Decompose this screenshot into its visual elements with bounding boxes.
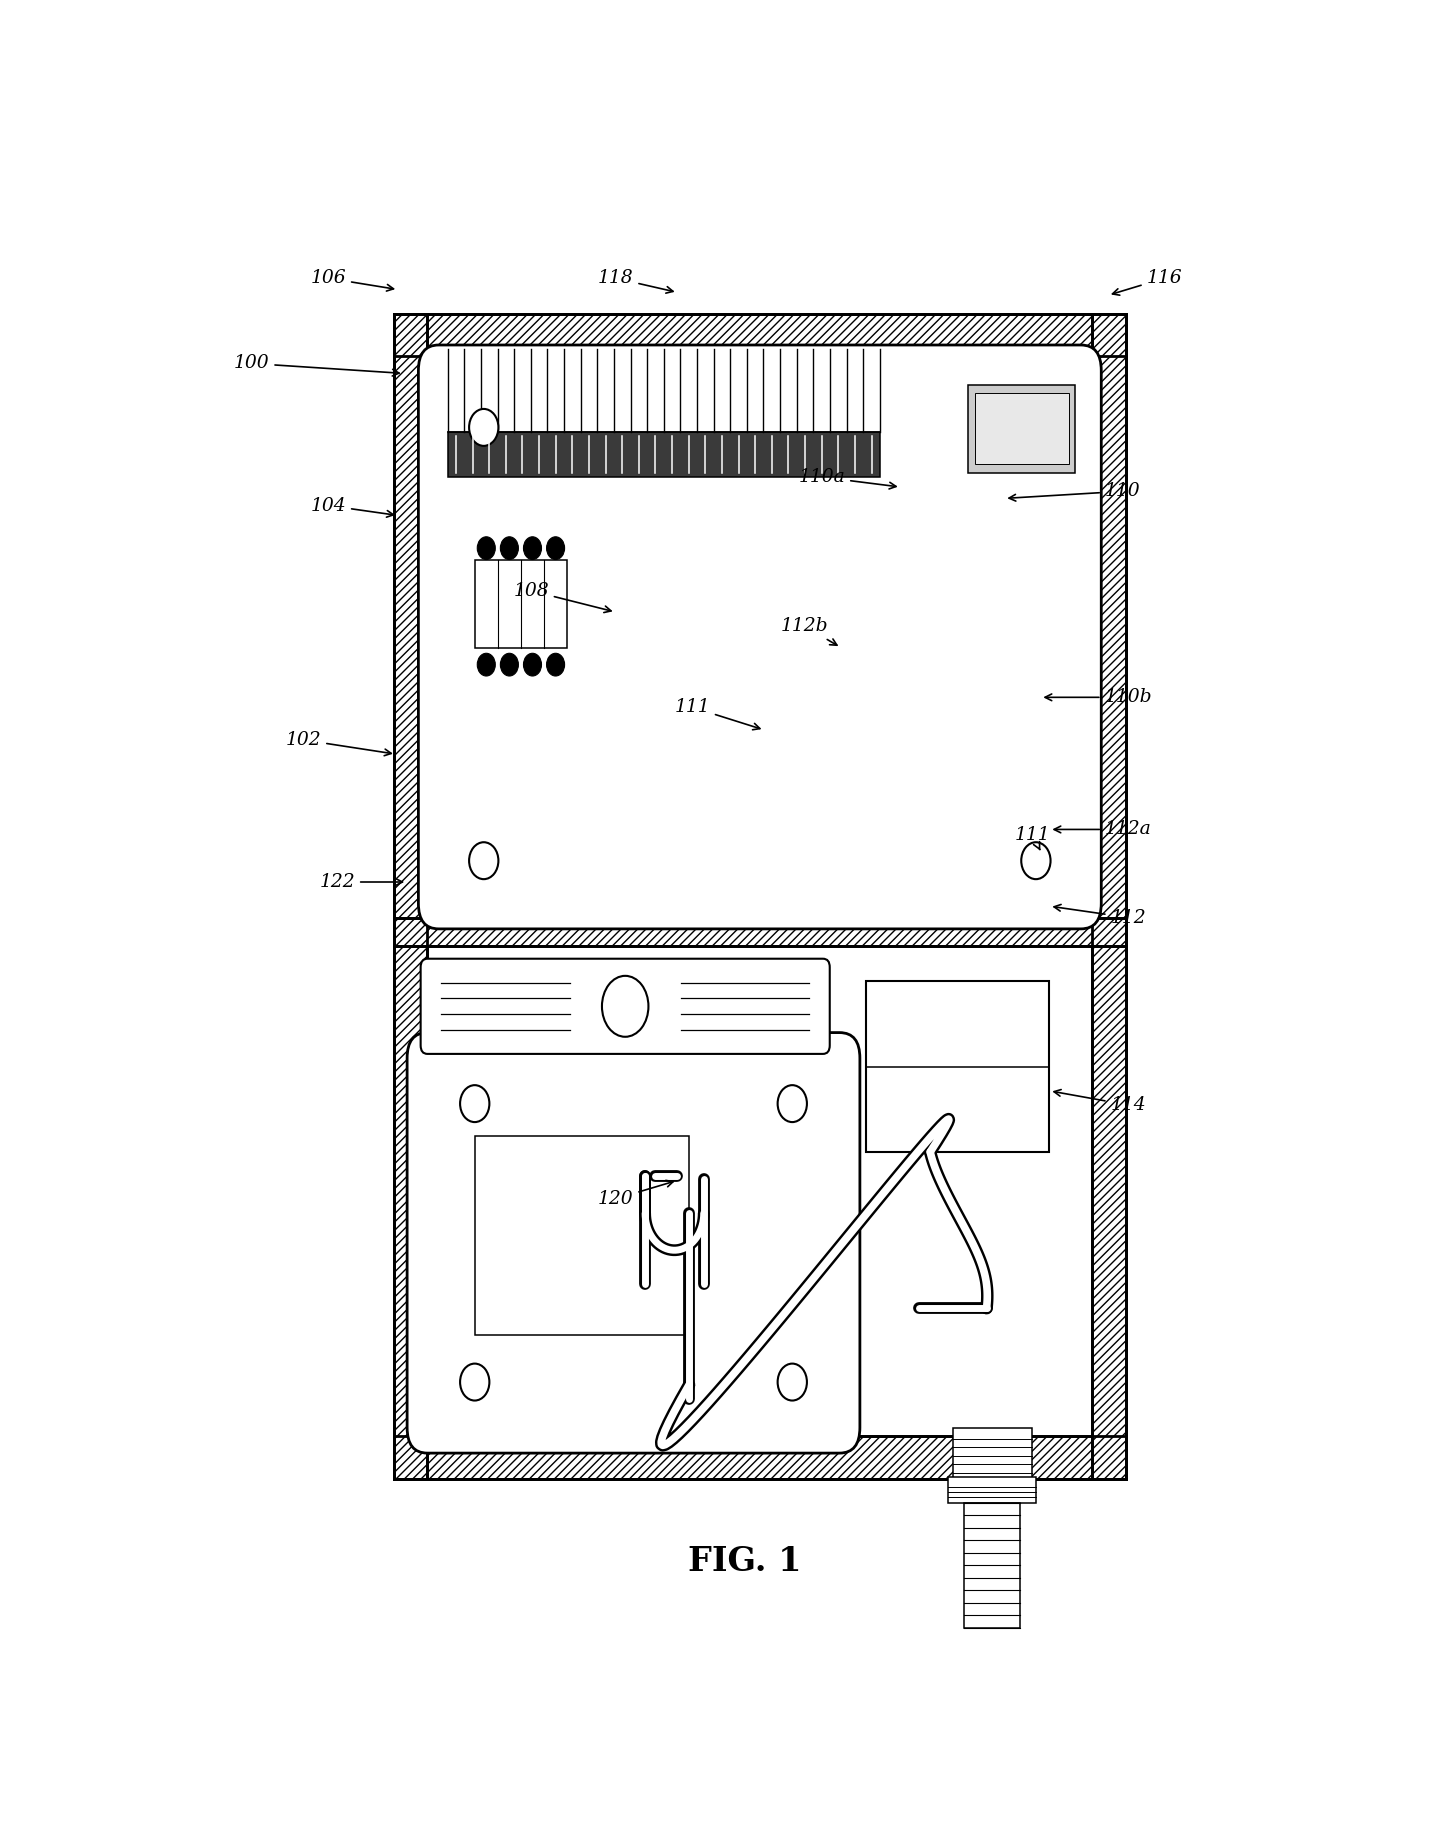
Ellipse shape	[602, 976, 648, 1037]
Bar	[976, 393, 1069, 465]
Bar	[448, 432, 880, 478]
Text: 116: 116	[1112, 269, 1182, 295]
Bar	[474, 1137, 689, 1336]
Text: 118: 118	[598, 269, 673, 293]
Circle shape	[1021, 841, 1051, 880]
Bar	[394, 917, 1125, 946]
Text: 110: 110	[1009, 482, 1140, 502]
FancyBboxPatch shape	[419, 345, 1101, 928]
Circle shape	[459, 1085, 490, 1122]
Circle shape	[547, 653, 564, 675]
Text: 108: 108	[513, 581, 611, 613]
Circle shape	[1021, 410, 1051, 446]
Circle shape	[500, 537, 519, 559]
Text: 122: 122	[320, 873, 403, 891]
Circle shape	[523, 537, 541, 559]
FancyBboxPatch shape	[420, 959, 830, 1053]
Circle shape	[523, 653, 541, 675]
Bar	[968, 386, 1076, 472]
Bar	[474, 559, 567, 648]
Bar	[394, 314, 1125, 356]
Text: 100: 100	[234, 354, 398, 376]
Text: FIG. 1: FIG. 1	[688, 1544, 803, 1577]
Text: 112: 112	[1054, 904, 1146, 926]
Circle shape	[778, 1363, 807, 1400]
Text: 102: 102	[285, 731, 391, 756]
Bar	[1092, 314, 1125, 1478]
Bar	[394, 1435, 1125, 1478]
Circle shape	[459, 1363, 490, 1400]
Bar	[394, 1435, 1125, 1478]
Bar	[952, 1428, 1031, 1482]
Text: 106: 106	[310, 269, 394, 292]
Bar	[394, 314, 1125, 356]
Circle shape	[778, 1085, 807, 1122]
FancyBboxPatch shape	[407, 1033, 859, 1454]
Text: 110b: 110b	[1045, 688, 1152, 707]
Text: 112a: 112a	[1054, 821, 1152, 838]
Bar	[964, 1504, 1021, 1627]
Text: 112b: 112b	[781, 618, 838, 646]
Text: 110a: 110a	[798, 469, 896, 489]
Text: 111: 111	[675, 697, 760, 731]
Circle shape	[477, 653, 496, 675]
Text: 111: 111	[1015, 827, 1050, 851]
Bar	[948, 1478, 1037, 1504]
Circle shape	[477, 537, 496, 559]
Bar	[394, 314, 1125, 1478]
Circle shape	[470, 841, 499, 880]
Bar	[394, 917, 1125, 946]
Bar	[394, 314, 427, 1478]
Circle shape	[547, 537, 564, 559]
Circle shape	[470, 410, 499, 446]
Text: 120: 120	[598, 1181, 673, 1208]
Circle shape	[500, 653, 519, 675]
Bar	[867, 982, 1048, 1151]
Text: 104: 104	[310, 496, 394, 517]
Bar	[1092, 314, 1125, 1478]
Bar	[394, 314, 427, 1478]
Text: 114: 114	[1054, 1090, 1146, 1114]
